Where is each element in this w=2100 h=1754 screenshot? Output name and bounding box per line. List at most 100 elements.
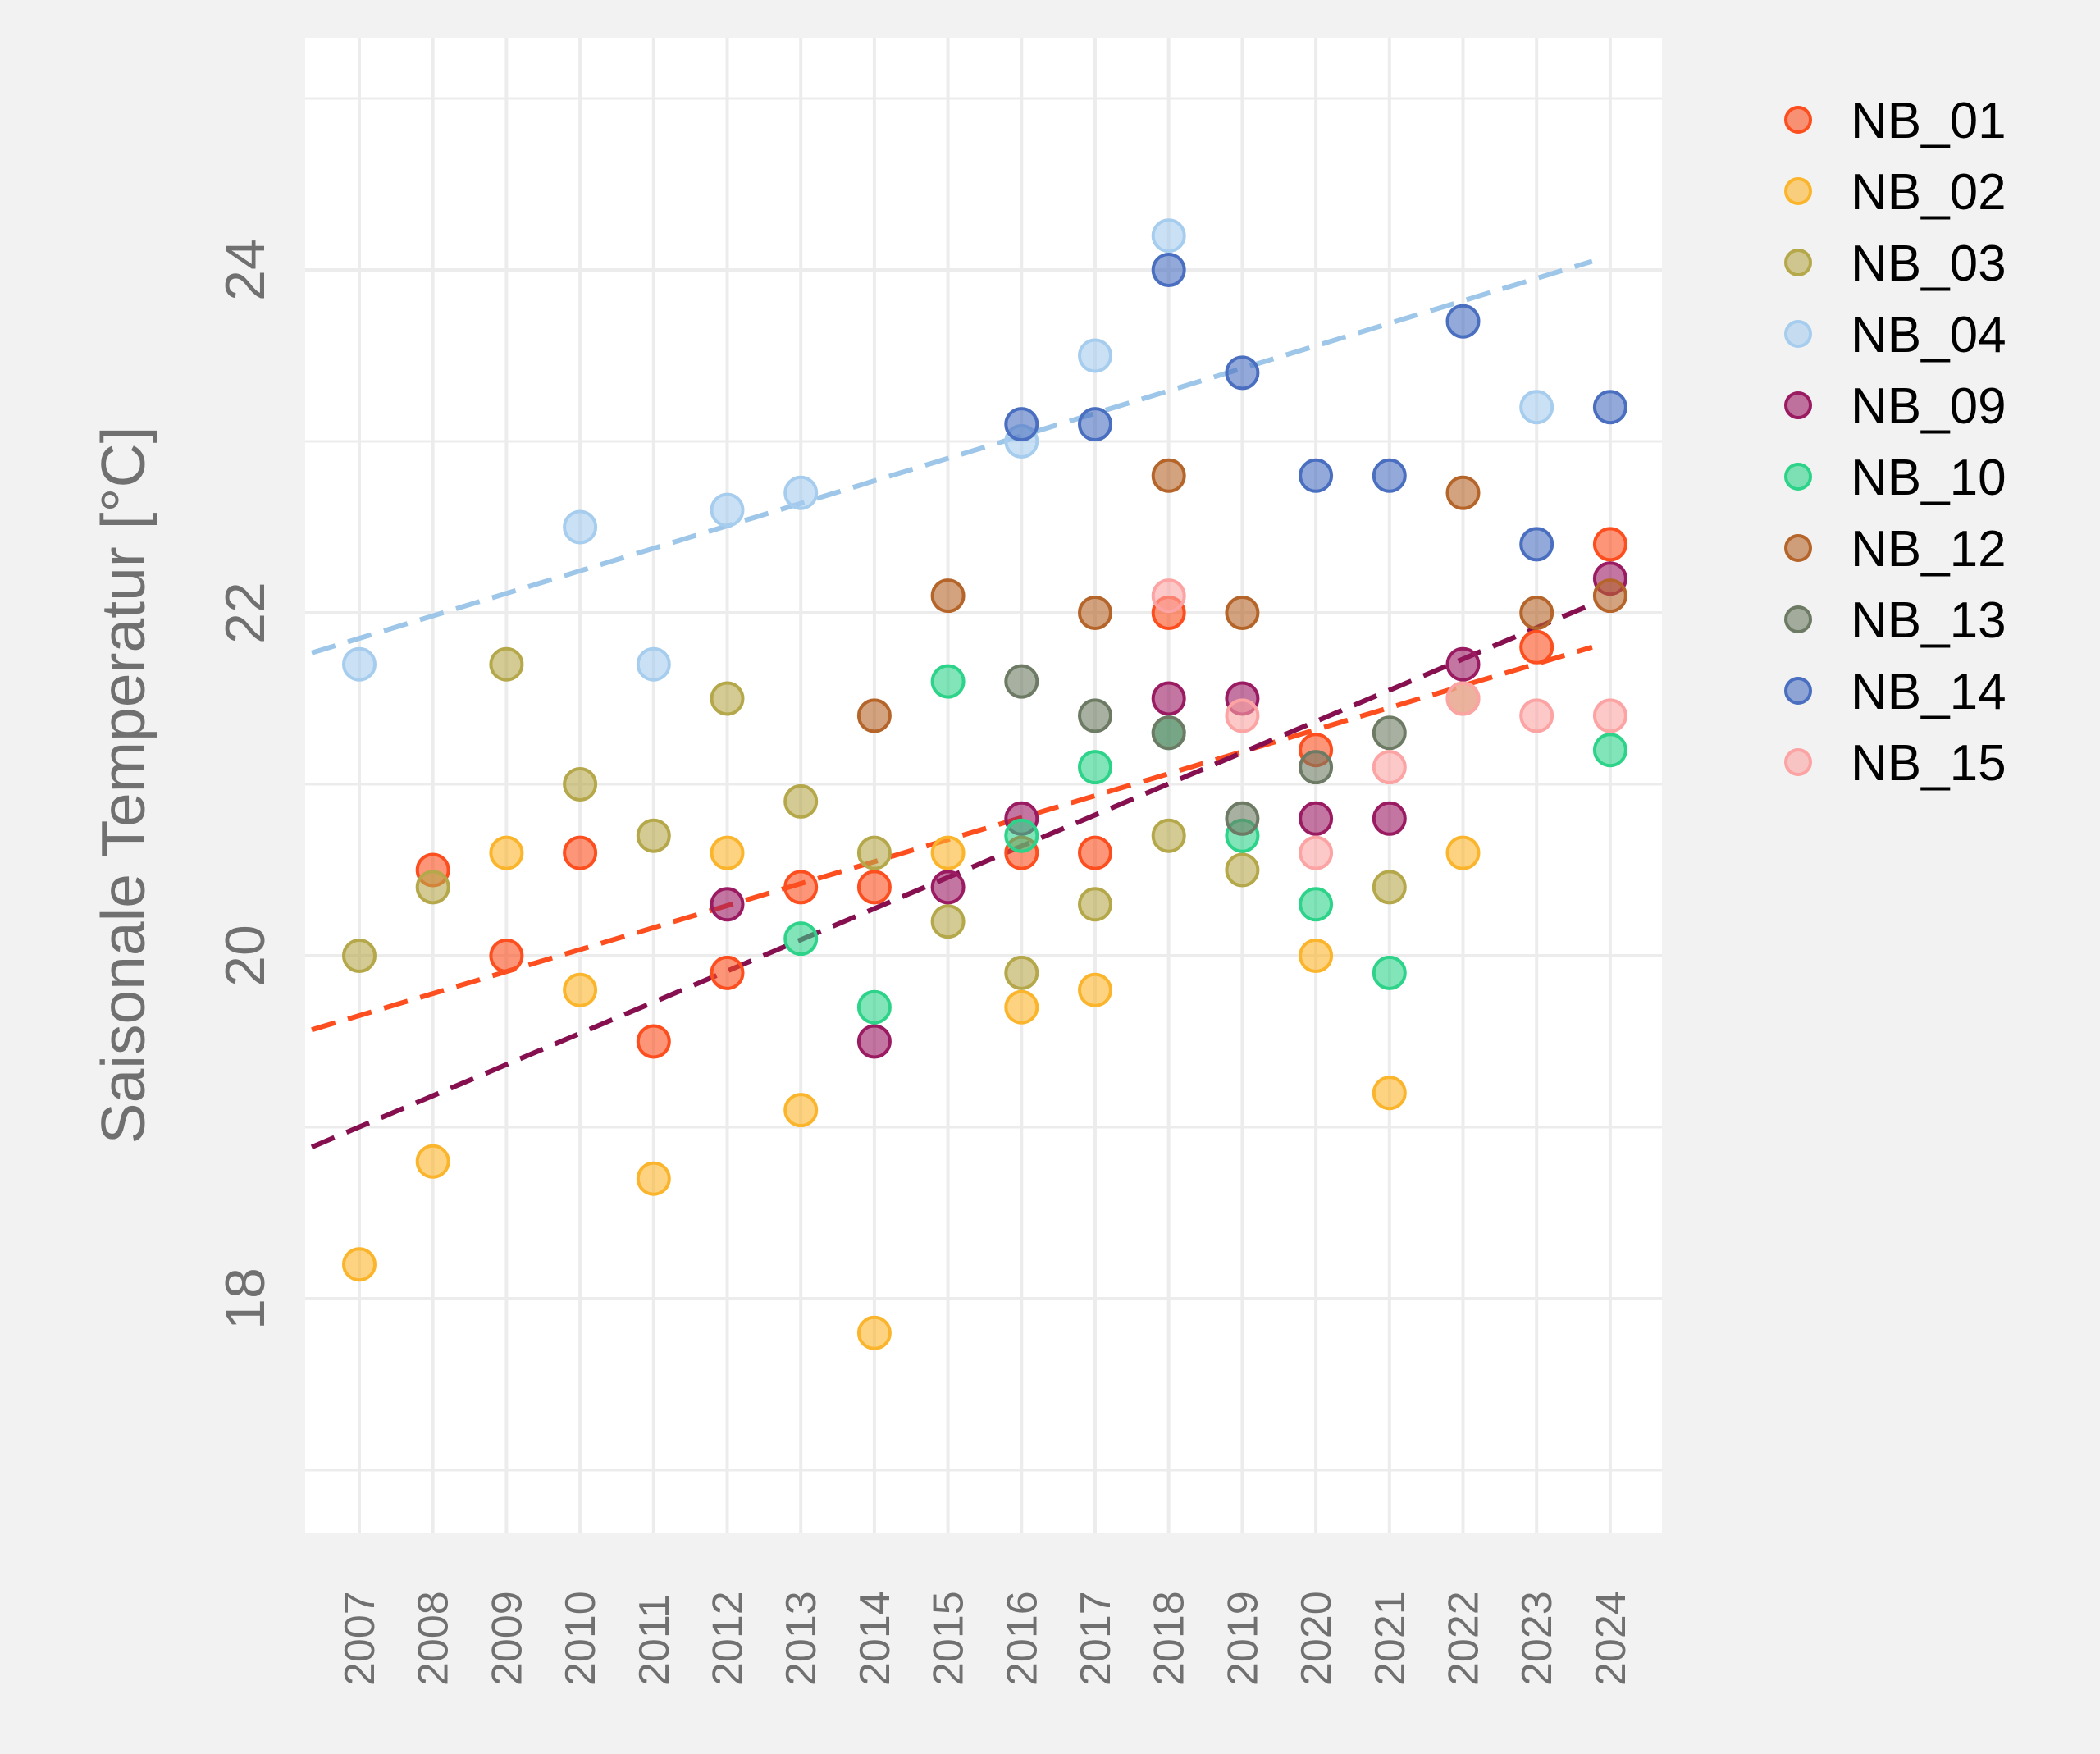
x-tick-label: 2009 [483, 1591, 531, 1686]
point-nb-04-2007 [342, 646, 377, 682]
point-nb-04-2018 [1151, 218, 1186, 254]
point-nb-02-2008 [415, 1144, 450, 1179]
legend-label: NB_03 [1851, 235, 2006, 292]
point-nb-03-2010 [563, 767, 598, 802]
legend-item-nb-01: NB_01 [1784, 93, 2006, 149]
point-nb-02-2009 [489, 835, 524, 870]
x-tick-label: 2014 [851, 1591, 899, 1686]
point-nb-10-2021 [1372, 955, 1407, 990]
point-nb-02-2016 [1004, 989, 1039, 1025]
point-nb-12-2017 [1078, 596, 1112, 630]
y-axis-label: Saisonale Temperatur [°C] [89, 427, 158, 1144]
y-tick-labels: 18 20 22 24 [214, 239, 276, 1330]
point-nb-10-2017 [1078, 750, 1112, 785]
point-nb-09-2018 [1151, 681, 1186, 716]
x-tick-label: 2012 [705, 1591, 752, 1686]
point-nb-01-2009 [489, 939, 524, 973]
legend-item-nb-03: NB_03 [1784, 235, 2006, 292]
legend-item-nb-13: NB_13 [1784, 592, 2006, 649]
point-nb-15-2020 [1299, 835, 1334, 870]
y-tick-label: 18 [214, 1268, 276, 1330]
point-nb-01-2013 [783, 870, 819, 905]
x-tick-label: 2021 [1367, 1591, 1414, 1686]
point-nb-01-2012 [710, 955, 745, 990]
point-nb-04-2017 [1078, 338, 1112, 373]
point-nb-09-2015 [930, 870, 966, 905]
legend-item-nb-10: NB_10 [1784, 450, 2006, 506]
legend-label: NB_15 [1851, 735, 2006, 792]
point-nb-03-2007 [342, 939, 377, 973]
point-nb-13-2018 [1151, 715, 1186, 751]
point-nb-13-2017 [1078, 698, 1112, 733]
data-points [342, 218, 1628, 1350]
point-nb-15-2019 [1225, 698, 1260, 733]
point-nb-01-2014 [856, 870, 892, 905]
point-nb-03-2009 [489, 646, 524, 682]
point-nb-09-2014 [856, 1024, 892, 1059]
trend-line-2 [311, 644, 1593, 1033]
point-nb-03-2013 [783, 783, 819, 819]
legend-label: NB_12 [1851, 521, 2006, 578]
point-nb-13-2021 [1372, 715, 1407, 751]
point-nb-03-2011 [636, 818, 671, 853]
point-nb-10-2014 [856, 989, 892, 1025]
point-nb-15-2022 [1445, 681, 1481, 716]
point-nb-03-2021 [1372, 870, 1407, 905]
point-nb-04-2023 [1519, 390, 1554, 425]
point-nb-01-2010 [563, 835, 598, 870]
point-nb-12-2015 [930, 578, 966, 614]
legend-item-nb-02: NB_02 [1784, 164, 2006, 221]
point-nb-14-2024 [1592, 390, 1628, 425]
y-tick-label: 22 [214, 582, 276, 644]
point-nb-02-2015 [930, 835, 966, 870]
grid-lines [305, 38, 1662, 1533]
point-nb-02-2011 [636, 1161, 671, 1196]
point-nb-12-2014 [856, 698, 892, 733]
point-nb-14-2022 [1445, 304, 1481, 339]
point-nb-04-2010 [563, 509, 598, 545]
x-tick-label: 2019 [1219, 1591, 1267, 1686]
point-nb-03-2008 [415, 870, 450, 905]
point-nb-01-2023 [1519, 629, 1554, 665]
x-tick-label: 2013 [778, 1591, 825, 1686]
legend-key [1784, 177, 1812, 205]
legend-label: NB_01 [1851, 93, 2006, 149]
point-nb-01-2024 [1592, 527, 1628, 562]
point-nb-10-2020 [1299, 887, 1334, 922]
legend-key [1784, 320, 1812, 348]
x-tick-label: 2018 [1146, 1591, 1194, 1686]
y-tick-label: 24 [214, 239, 276, 301]
legend-key [1784, 106, 1812, 134]
point-nb-09-2022 [1445, 646, 1481, 682]
legend-label: NB_13 [1851, 592, 2006, 649]
point-nb-02-2020 [1299, 939, 1334, 973]
legend-key [1784, 463, 1812, 491]
point-nb-09-2020 [1299, 801, 1334, 836]
legend-label: NB_10 [1851, 450, 2006, 506]
point-nb-02-2012 [710, 835, 745, 870]
point-nb-12-2022 [1445, 475, 1481, 510]
x-tick-label: 2024 [1587, 1591, 1635, 1686]
x-tick-label: 2020 [1293, 1591, 1340, 1686]
legend-label: NB_14 [1851, 664, 2006, 720]
x-tick-label: 2010 [557, 1591, 605, 1686]
point-nb-14-2023 [1519, 527, 1554, 562]
x-tick-label: 2008 [410, 1591, 458, 1686]
legend-item-nb-15: NB_15 [1784, 735, 2006, 792]
x-tick-label: 2016 [998, 1591, 1046, 1686]
point-nb-09-2012 [710, 887, 745, 922]
legend-item-nb-09: NB_09 [1784, 378, 2006, 435]
point-nb-12-2018 [1151, 458, 1186, 493]
y-tick-label: 20 [214, 925, 276, 987]
x-tick-label: 2007 [336, 1591, 384, 1686]
x-tick-label: 2011 [631, 1594, 678, 1686]
legend-item-nb-04: NB_04 [1784, 307, 2006, 363]
x-tick-labels: 2007 2008 2009 2010 2011 2012 2013 2014 2015 2016… [336, 1591, 1635, 1686]
legend-label: NB_04 [1851, 307, 2006, 363]
x-tick-label: 2015 [925, 1591, 973, 1686]
x-tick-label: 2023 [1513, 1591, 1561, 1686]
x-tick-label: 2017 [1072, 1591, 1120, 1686]
point-nb-01-2017 [1078, 835, 1112, 870]
legend-key [1784, 249, 1812, 276]
